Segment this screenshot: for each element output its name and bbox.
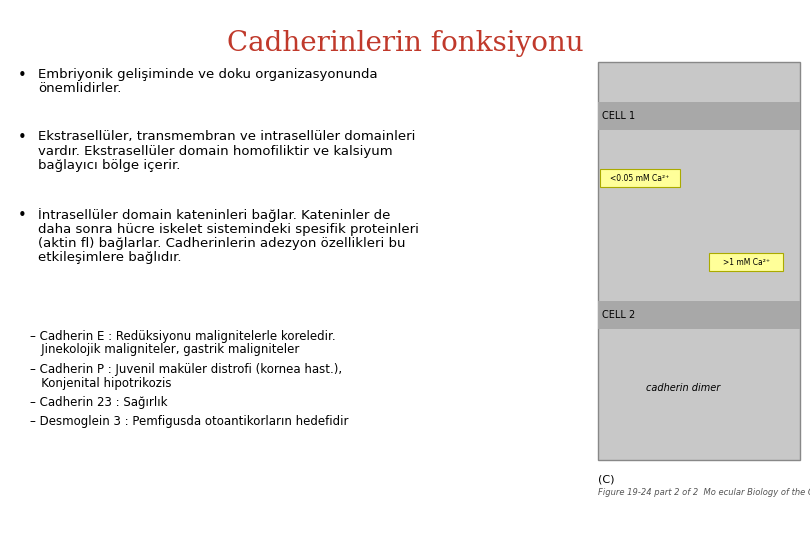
Text: Embriyonik gelişiminde ve doku organizasyonunda: Embriyonik gelişiminde ve doku organizas… [38, 68, 377, 81]
Text: Cadherinlerin fonksiyonu: Cadherinlerin fonksiyonu [227, 30, 583, 57]
Text: Jinekolojik maligniteler, gastrik maligniteler: Jinekolojik maligniteler, gastrik malign… [30, 343, 300, 356]
Text: önemlidirler.: önemlidirler. [38, 83, 122, 96]
Text: etkileşimlere bağlıdır.: etkileşimlere bağlıdır. [38, 252, 181, 265]
Text: CELL 2: CELL 2 [602, 310, 635, 320]
Bar [709, 253, 783, 271]
Text: – Cadherin P : Juvenil maküler distrofi (kornea hast.),: – Cadherin P : Juvenil maküler distrofi … [30, 363, 342, 376]
Text: (aktin fl) bağlarlar. Cadherinlerin adezyon özellikleri bu: (aktin fl) bağlarlar. Cadherinlerin adez… [38, 237, 406, 250]
Text: Ekstrasellüler, transmembran ve intrasellüler domainleri: Ekstrasellüler, transmembran ve intrasel… [38, 130, 416, 143]
Text: İntrasellüler domain kateninleri bağlar. Kateninler de: İntrasellüler domain kateninleri bağlar.… [38, 208, 390, 222]
Text: vardır. Ekstrasellüler domain homofiliktir ve kalsiyum: vardır. Ekstrasellüler domain homofilikt… [38, 145, 393, 158]
Text: •: • [18, 68, 27, 83]
Bar [598, 301, 800, 329]
Text: – Desmoglein 3 : Pemfigusda otoantikorların hedefidir: – Desmoglein 3 : Pemfigusda otoantikorla… [30, 415, 348, 429]
Text: >1 mM Ca²⁺: >1 mM Ca²⁺ [723, 258, 769, 267]
Text: bağlayıcı bölge içerir.: bağlayıcı bölge içerir. [38, 159, 181, 172]
Text: – Cadherin 23 : Sağırlık: – Cadherin 23 : Sağırlık [30, 396, 168, 409]
Text: – Cadherin E : Redüksiyonu malignitelerle koreledir.: – Cadherin E : Redüksiyonu malignitelerl… [30, 330, 335, 343]
Bar [598, 62, 800, 460]
Text: (C): (C) [598, 474, 615, 484]
Text: •: • [18, 130, 27, 145]
Text: cadherin dimer: cadherin dimer [646, 383, 720, 393]
Text: <0.05 mM Ca²⁺: <0.05 mM Ca²⁺ [611, 174, 670, 183]
Text: Figure 19-24 part 2 of 2  Mo ecular Biology of the Cell, 4th Edition.: Figure 19-24 part 2 of 2 Mo ecular Biolo… [598, 488, 810, 497]
Bar [600, 170, 680, 187]
Text: CELL 1: CELL 1 [602, 111, 635, 121]
Text: •: • [18, 208, 27, 223]
Bar [598, 102, 800, 130]
Text: Konjenital hipotrikozis: Konjenital hipotrikozis [30, 376, 172, 389]
Text: daha sonra hücre iskelet sistemindeki spesifik proteinleri: daha sonra hücre iskelet sistemindeki sp… [38, 222, 419, 235]
